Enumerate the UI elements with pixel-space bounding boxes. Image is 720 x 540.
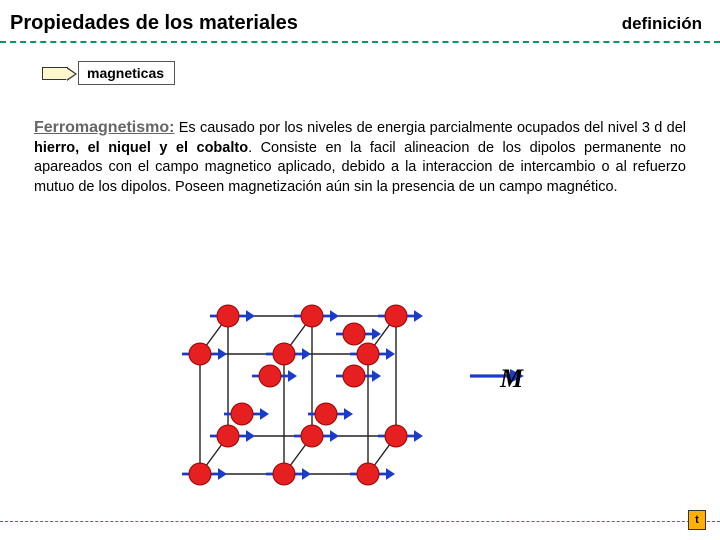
- header-divider: [0, 41, 720, 43]
- subhead-label: magneticas: [78, 61, 175, 85]
- header-subtitle: definición: [622, 14, 702, 34]
- para-bold: hierro, el niquel y el cobalto: [34, 140, 248, 156]
- header: Propiedades de los materiales definición: [0, 0, 720, 39]
- body-paragraph: Ferromagnetismo: Es causado por los nive…: [34, 117, 686, 197]
- m-label: M: [500, 364, 523, 394]
- arrow-right-icon: [42, 67, 68, 80]
- page-badge: t: [688, 510, 706, 530]
- page-title: Propiedades de los materiales: [10, 12, 298, 35]
- ferromagnetism-diagram: M: [170, 278, 540, 498]
- subhead-row: magneticas: [42, 61, 720, 85]
- diagram-svg: [170, 278, 540, 498]
- term-heading: Ferromagnetismo:: [34, 119, 174, 136]
- para-lead: Es causado por los niveles de energia pa…: [174, 120, 686, 136]
- footer-divider: [0, 521, 720, 522]
